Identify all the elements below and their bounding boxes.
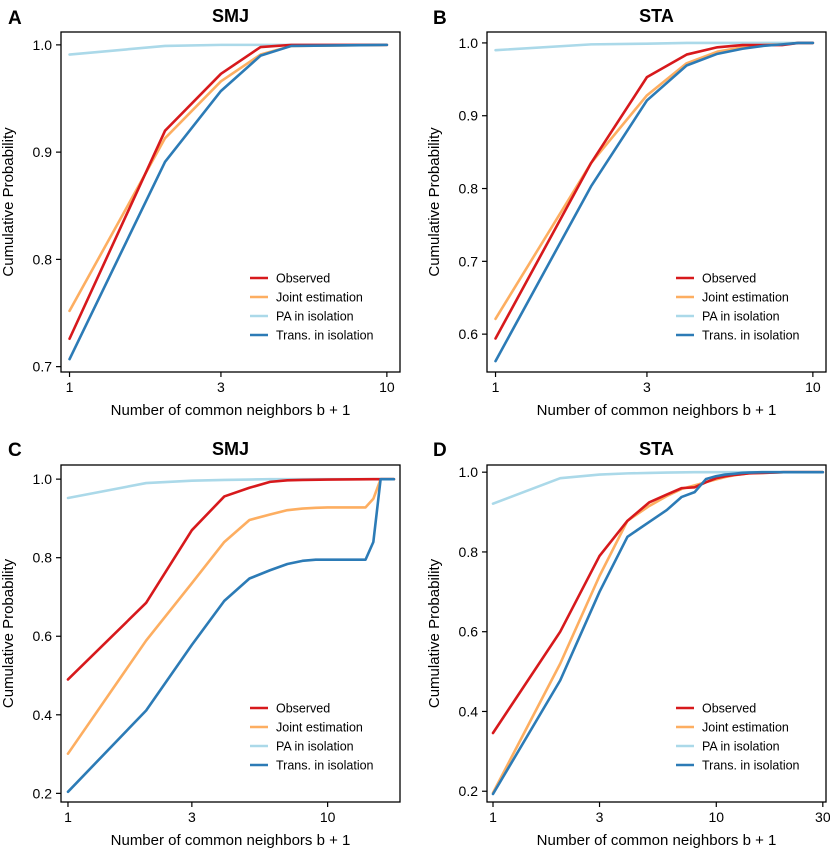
x-tick-label: 10 [805,379,821,395]
legend-label-pa-in-isolation: PA in isolation [702,740,780,754]
panel-letter-c: C [8,440,22,461]
x-tick-label: 3 [596,809,604,825]
series-line-pa-in-isolation [494,41,815,52]
x-tick-label: 30 [815,809,830,825]
x-axis-label: Number of common neighbors b + 1 [111,832,351,849]
series-line-trans-in-isolation [68,43,389,361]
panel-b: B STA 1 3 10 0.6 0.7 0.8 0.9 1.0 Number of common … [426,6,827,419]
y-axis-label: Cumulative Probability [0,127,17,277]
y-tick-label: 0.4 [33,707,53,723]
legend-label-pa-in-isolation: PA in isolation [702,310,780,324]
y-tick-label: 1.0 [459,464,479,480]
series-line-trans-in-isolation [66,477,396,794]
legend-label-trans-in-isolation: Trans. in isolation [702,759,800,773]
y-tick-label: 1.0 [33,471,53,487]
legend-label-observed: Observed [276,702,330,716]
y-tick-label: 0.8 [33,251,53,267]
legend-label-observed: Observed [276,272,330,286]
y-axis-label: Cumulative Probability [426,558,443,708]
chart-title-a: SMJ [212,6,249,26]
chart-title-c: SMJ [212,439,249,459]
x-tick-label: 1 [64,809,72,825]
y-tick-label: 0.7 [33,359,53,375]
series-line-observed [66,477,396,681]
x-tick-label: 3 [188,809,196,825]
x-axis-label: Number of common neighbors b + 1 [537,402,777,419]
chart-title-d: STA [639,439,674,459]
legend-label-pa-in-isolation: PA in isolation [276,310,354,324]
x-tick-label: 3 [217,379,225,395]
panel-letter-b: B [433,8,447,29]
x-tick-label: 1 [492,379,500,395]
legend-label-joint-estimation: Joint estimation [702,721,789,735]
y-tick-label: 0.8 [33,550,53,566]
plot-frame [486,464,827,803]
y-tick-label: 0.2 [459,783,479,799]
legend-label-joint-estimation: Joint estimation [276,721,363,735]
x-tick-label: 1 [489,809,497,825]
y-tick-label: 0.4 [459,703,479,719]
y-tick-label: 1.0 [459,35,479,51]
y-tick-label: 0.6 [459,326,479,342]
legend-label-trans-in-isolation: Trans. in isolation [702,329,800,343]
plot-frame [60,31,401,373]
legend-label-observed: Observed [702,702,756,716]
panel-d: D STA 1 3 10 30 0.2 0.4 0.6 0.8 1.0 Number of commo… [426,439,830,849]
x-axis-label: Number of common neighbors b + 1 [537,832,777,849]
series-line-joint-estimation [494,41,815,321]
legend-label-joint-estimation: Joint estimation [702,291,789,305]
legend-label-trans-in-isolation: Trans. in isolation [276,329,374,343]
panel-c: C SMJ 1 3 10 0.2 0.4 0.6 0.8 1.0 Number of common … [0,439,401,849]
y-tick-label: 0.8 [459,544,479,560]
series-line-joint-estimation [66,477,396,755]
panel-letter-a: A [8,8,22,29]
legend-label-observed: Observed [702,272,756,286]
series-line-observed [491,470,825,735]
chart-title-b: STA [639,6,674,26]
y-axis-label: Cumulative Probability [426,127,443,277]
series-line-trans-in-isolation [494,41,815,363]
y-tick-label: 0.9 [33,144,53,160]
y-tick-label: 0.7 [459,253,479,269]
y-tick-label: 0.6 [459,624,479,640]
x-tick-label: 3 [643,379,651,395]
plot-frame [486,31,827,373]
series-line-trans-in-isolation [491,470,825,796]
x-axis-label: Number of common neighbors b + 1 [111,402,351,419]
y-tick-label: 0.9 [459,108,479,124]
y-tick-label: 1.0 [33,37,53,53]
panel-a: A SMJ 1 3 10 0.7 0.8 0.9 1.0 Number of common nei… [0,6,401,419]
x-tick-label: 10 [320,809,336,825]
series-line-pa-in-isolation [491,470,825,505]
x-tick-label: 1 [66,379,74,395]
legend-label-trans-in-isolation: Trans. in isolation [276,759,374,773]
y-axis-label: Cumulative Probability [0,558,17,708]
legend-label-joint-estimation: Joint estimation [276,291,363,305]
x-tick-label: 10 [708,809,724,825]
panel-letter-d: D [433,440,447,461]
legend-label-pa-in-isolation: PA in isolation [276,740,354,754]
y-tick-label: 0.8 [459,181,479,197]
y-tick-label: 0.2 [33,785,53,801]
y-tick-label: 0.6 [33,628,53,644]
plot-frame [60,464,401,803]
x-tick-label: 10 [379,379,395,395]
